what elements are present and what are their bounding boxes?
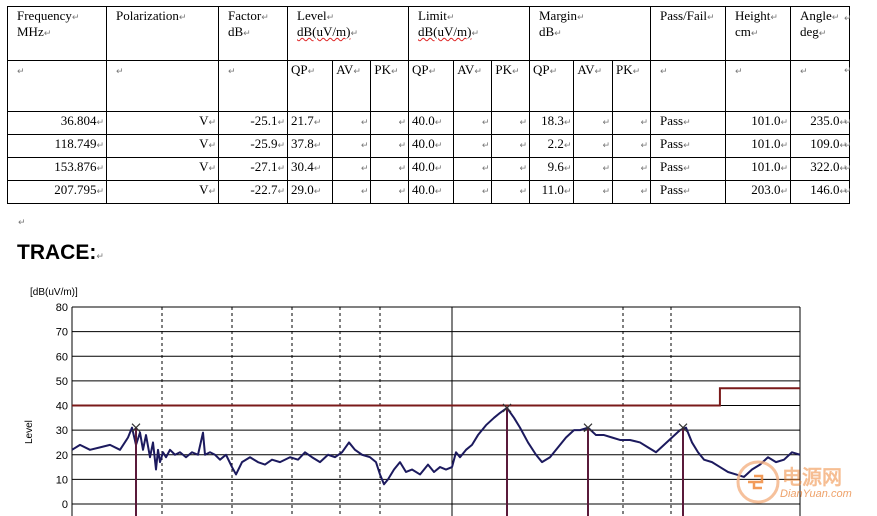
row-end-mark: ↵ — [844, 118, 852, 128]
cell-margin-av: ↵ — [573, 111, 613, 135]
table-row: 207.795↵ V↵ -22.7↵ 29.0↵ ↵ ↵ 40.0↵ ↵ ↵ 1… — [7, 180, 850, 204]
row-end-mark: ↵ — [844, 141, 852, 151]
trace-heading: TRACE:↵ — [17, 241, 104, 264]
cell-margin-av: ↵ — [573, 180, 613, 204]
cell-limit-av: ↵ — [453, 157, 493, 181]
row-end-mark: ↵ — [844, 187, 852, 197]
peak-marker-x — [131, 423, 141, 433]
cell-margin-pk: ↵ — [612, 180, 651, 204]
cell-height: 101.0↵ — [725, 111, 791, 135]
cell-level-qp: 37.8↵ — [286, 134, 334, 158]
result-table: Frequency↵ MHz↵ Polarization↵ Factor↵ dB↵ … — [7, 6, 850, 204]
cell-frequency: 153.876↵ — [7, 157, 107, 181]
watermark-site: DianYuan.com — [780, 488, 852, 500]
cell-margin-qp: 9.6↵ — [528, 157, 575, 181]
cell-limit-av: ↵ — [453, 111, 493, 135]
margin-av-header: AV↵ — [573, 60, 613, 112]
limit-av-header: AV↵ — [453, 60, 493, 112]
paragraph-mark: ↵ — [18, 218, 26, 228]
header-polarization: Polarization↵ — [106, 6, 219, 61]
empty-cell: ↵ — [106, 60, 219, 112]
cell-angle: 146.0↵ — [790, 180, 850, 204]
cell-limit-av: ↵ — [453, 134, 493, 158]
cell-pass-fail: Pass↵ — [650, 157, 726, 181]
cell-margin-qp: 2.2↵ — [528, 134, 575, 158]
margin-pk-header: PK↵ — [612, 60, 651, 112]
y-tick-label: 40 — [56, 401, 68, 413]
watermark-brand: 电源网 — [782, 465, 842, 489]
peak-marker-x — [502, 403, 512, 413]
header-margin: Margin↵ dB↵ — [529, 6, 651, 61]
row-end-mark: ↵ — [844, 14, 852, 24]
peak-marker-x — [678, 423, 688, 433]
y-tick-label: 20 — [56, 450, 68, 462]
header-angle: Angle↵ deg↵ — [790, 6, 850, 61]
y-tick-label: 10 — [56, 474, 68, 486]
header-frequency: Frequency↵ MHz↵ — [7, 6, 107, 61]
level-av-header: AV↵ — [332, 60, 372, 112]
empty-cell: ↵ — [218, 60, 288, 112]
header-factor: Factor↵ dB↵ — [218, 6, 288, 61]
cell-level-av: ↵ — [332, 157, 372, 181]
y-tick-label: 80 — [56, 302, 68, 314]
row-end-mark: ↵ — [844, 66, 852, 76]
measurement-trace — [71, 406, 801, 486]
cell-level-pk: ↵ — [370, 180, 409, 204]
y-tick-label: 70 — [56, 327, 68, 339]
cell-limit-pk: ↵ — [491, 134, 530, 158]
cell-factor: -22.7↵ — [218, 180, 288, 204]
level-qp-header: QP↵ — [286, 60, 334, 112]
header-pass-fail: Pass/Fail↵ — [650, 6, 726, 61]
cell-margin-qp: 11.0↵ — [528, 180, 575, 204]
limit-pk-header: PK↵ — [491, 60, 530, 112]
cell-height: 203.0↵ — [725, 180, 791, 204]
y-tick-label: 50 — [56, 376, 68, 388]
empty-cell: ↵ — [790, 60, 850, 112]
y-axis-unit: [dB(uV/m)] — [30, 287, 78, 298]
peak-marker-x — [583, 423, 593, 433]
cell-limit-av: ↵ — [453, 180, 493, 204]
table-row: 36.804↵ V↵ -25.1↵ 21.7↵ ↵ ↵ 40.0↵ ↵ ↵ 18… — [7, 111, 850, 135]
table-row: 118.749↵ V↵ -25.9↵ 37.8↵ ↵ ↵ 40.0↵ ↵ ↵ 2… — [7, 134, 850, 158]
power-plug-logo-icon — [736, 460, 780, 504]
cell-level-av: ↵ — [332, 180, 372, 204]
y-tick-label: 60 — [56, 351, 68, 363]
y-tick-label: 30 — [56, 425, 68, 437]
cell-frequency: 207.795↵ — [7, 180, 107, 204]
cell-margin-pk: ↵ — [612, 134, 651, 158]
header-level: Level↵ dB(uV/m)↵ — [287, 6, 409, 61]
y-tick-label: 0 — [62, 499, 68, 511]
cell-limit-qp: 40.0↵ — [407, 180, 455, 204]
cell-frequency: 36.804↵ — [7, 111, 107, 135]
watermark: 电源网 DianYuan.com — [730, 455, 877, 510]
limit-line — [72, 387, 800, 407]
row-end-mark: ↵ — [844, 164, 852, 174]
cell-level-av: ↵ — [332, 111, 372, 135]
cell-limit-qp: 40.0↵ — [407, 157, 455, 181]
margin-qp-header: QP↵ — [528, 60, 575, 112]
cell-level-qp: 30.4↵ — [286, 157, 334, 181]
header-height: Height↵ cm↵ — [725, 6, 791, 61]
empty-cell: ↵ — [7, 60, 107, 112]
plot-area — [72, 307, 800, 516]
cell-limit-pk: ↵ — [491, 111, 530, 135]
header-limit: Limit↵ dB(uV/m)↵ — [408, 6, 530, 61]
cell-factor: -25.9↵ — [218, 134, 288, 158]
